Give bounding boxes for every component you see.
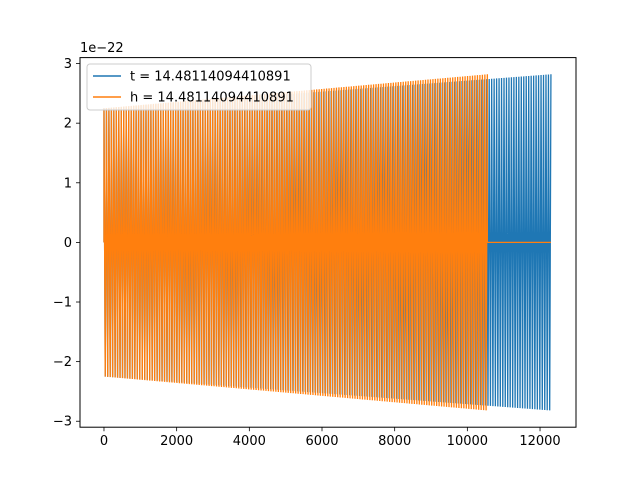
legend-label-0: t = 14.48114094410891 <box>130 70 291 85</box>
legend-label-1: h = 14.48114094410891 <box>130 91 294 106</box>
series-line-1 <box>103 74 551 411</box>
x-tick-label: 0 <box>100 434 108 449</box>
plot-area <box>103 74 552 411</box>
y-tick-label: −1 <box>53 296 72 311</box>
y-tick-label: −2 <box>53 355 72 370</box>
x-axis: 0 2000 4000 6000 8000 10000 12000 <box>100 427 561 449</box>
series-layer <box>103 74 552 411</box>
y-tick-label: 1 <box>64 176 72 191</box>
x-tick-label: 6000 <box>305 434 338 449</box>
x-tick-label: 10000 <box>447 434 488 449</box>
legend: t = 14.48114094410891 h = 14.481140944108… <box>86 63 312 111</box>
y-tick-label: 0 <box>64 236 72 251</box>
y-tick-label: 3 <box>64 57 72 72</box>
x-tick-label: 4000 <box>233 434 266 449</box>
y-tick-label: −3 <box>53 415 72 430</box>
y-axis: −3 −2 −1 0 1 2 3 <box>53 57 80 430</box>
y-scale-label: 1e−22 <box>80 41 124 56</box>
y-tick-label: 2 <box>64 117 72 132</box>
x-tick-label: 2000 <box>160 434 193 449</box>
x-tick-label: 8000 <box>378 434 411 449</box>
x-tick-label: 12000 <box>519 434 560 449</box>
legend-box <box>86 63 312 111</box>
